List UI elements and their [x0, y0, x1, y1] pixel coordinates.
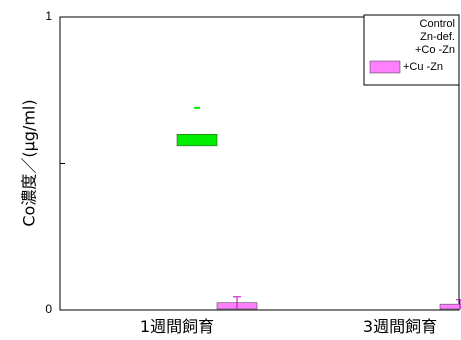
legend-label: +Cu -Zn — [403, 61, 443, 73]
y-axis-label: Co濃度／(μg/ml) — [20, 99, 39, 226]
y-axis: 01 — [45, 9, 65, 316]
bars — [176, 134, 461, 310]
legend-label: Zn-def. — [420, 31, 455, 43]
bar — [439, 303, 461, 310]
x-axis-categories: 1週間飼育 3週間飼育 — [140, 317, 437, 336]
legend-label: +Co -Zn — [415, 44, 455, 56]
legend-swatch — [369, 60, 401, 74]
error-bars — [194, 106, 461, 309]
legend-box — [363, 14, 460, 86]
error-cap — [194, 106, 200, 109]
bar — [176, 134, 218, 147]
y-tick-label: 1 — [45, 9, 52, 23]
legend-label: Control — [420, 18, 455, 30]
x-category-label: 3週間飼育 — [363, 317, 437, 336]
x-category-label: 1週間飼育 — [140, 317, 214, 336]
y-tick-label: 0 — [45, 302, 52, 316]
